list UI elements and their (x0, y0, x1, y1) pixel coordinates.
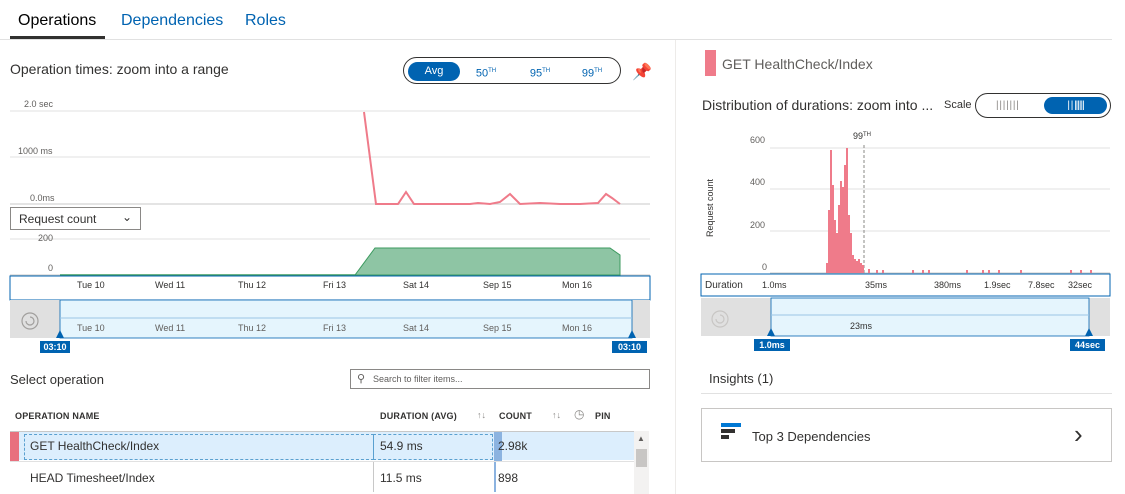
linear-scale-icon[interactable]: | | | | | | | (996, 100, 1019, 111)
pin-icon[interactable]: 📌 (632, 64, 652, 81)
operation-times-chart: 2.0 sec 1000 ms 0.0ms 200 0 Tue 10 Wed 1… (9, 99, 651, 339)
tab-roles[interactable]: Roles (245, 12, 286, 29)
operation-count: 2.98k (498, 439, 528, 453)
insight-card-label: Top 3 Dependencies (752, 429, 871, 444)
chevron-down-icon: ⌄ (121, 210, 132, 224)
svg-text:1.0ms: 1.0ms (762, 280, 787, 290)
percentile-99-button[interactable]: 99TH (581, 67, 603, 80)
header-count[interactable]: COUNT (499, 411, 532, 421)
x-label-sat: Sat 14 (403, 280, 429, 290)
sort-icon[interactable]: ↑↓ (477, 410, 486, 420)
panel-divider (675, 40, 676, 494)
duration-start-handle (767, 328, 775, 336)
percentile-avg-button[interactable]: Avg (408, 62, 460, 81)
reset-zoom-icon (21, 312, 39, 330)
x-label-mon: Mon 16 (562, 280, 592, 290)
insights-title: Insights (1) (709, 371, 774, 386)
operation-name: GET HealthCheck/Index (30, 439, 160, 453)
duration-end-badge[interactable]: 44sec (1070, 339, 1105, 351)
svg-text:200: 200 (750, 220, 765, 230)
svg-text:Tue 10: Tue 10 (77, 323, 105, 333)
operation-name: HEAD Timesheet/Index (30, 471, 155, 485)
count-bar (494, 432, 502, 461)
request-count-area (60, 247, 621, 276)
duration-range-selection (770, 297, 1090, 337)
x-label-wed: Wed 11 (155, 280, 185, 290)
sort-icon[interactable]: ↑↓ (552, 410, 561, 420)
range-end-handle (628, 330, 636, 338)
y-axis-label: Request count (705, 178, 715, 237)
x-label-thu: Thu 12 (238, 280, 266, 290)
svg-text:32sec: 32sec (1068, 280, 1093, 290)
search-input[interactable]: ⚲ Search to filter items... (350, 369, 650, 389)
search-icon: ⚲ (357, 373, 366, 385)
count-y-label-0: 0 (48, 263, 53, 273)
active-tab-indicator (10, 36, 105, 39)
table-row[interactable]: GET HealthCheck/Index 54.9 ms 2.98k (10, 431, 634, 461)
operation-color-swatch (705, 50, 716, 76)
header-operation-name[interactable]: OPERATION NAME (15, 411, 100, 421)
y-label-2sec: 2.0 sec (24, 99, 54, 109)
distribution-chart: 600 400 200 0 Request count 99TH (700, 131, 1111, 337)
histogram-bars (826, 148, 1092, 273)
tab-dependencies[interactable]: Dependencies (121, 12, 224, 29)
duration-line (363, 111, 621, 206)
chevron-right-icon: › (1074, 419, 1083, 449)
header-duration[interactable]: DURATION (AVG) (380, 411, 457, 421)
svg-text:Mon 16: Mon 16 (562, 323, 592, 333)
duration-start-badge[interactable]: 1.0ms (754, 339, 790, 351)
operation-duration: 54.9 ms (380, 439, 423, 453)
selected-operation-name: GET HealthCheck/Index (722, 56, 873, 72)
svg-text:Wed 11: Wed 11 (155, 323, 185, 333)
count-y-label-200: 200 (38, 233, 53, 243)
operation-times-title: Operation times: zoom into a range (10, 61, 229, 77)
percentile-selector: Avg 50TH 95TH 99TH (403, 57, 621, 84)
y-label-0ms: 0.0ms (30, 193, 55, 203)
svg-text:400: 400 (750, 177, 765, 187)
scale-label: Scale (944, 99, 972, 111)
history-icon: ◷ (574, 407, 585, 421)
operation-duration: 11.5 ms (380, 471, 422, 485)
table-row[interactable]: HEAD Timesheet/Index 11.5 ms 898 (10, 461, 634, 492)
x-label-sep15: Sep 15 (483, 280, 512, 290)
svg-text:Fri 13: Fri 13 (323, 323, 346, 333)
tab-operations[interactable]: Operations (18, 12, 97, 29)
table-scrollbar[interactable]: ▲ (634, 431, 649, 494)
distribution-title: Distribution of durations: zoom into ... (702, 97, 934, 113)
svg-text:1.9sec: 1.9sec (984, 280, 1011, 290)
svg-text:380ms: 380ms (934, 280, 962, 290)
range-start-badge[interactable]: 03:10 (40, 341, 70, 353)
svg-text:Sat 14: Sat 14 (403, 323, 429, 333)
header-pin[interactable]: PIN (595, 411, 611, 421)
svg-text:Thu 12: Thu 12 (238, 323, 266, 333)
metric-dropdown[interactable]: Request count ⌄ (10, 207, 141, 230)
svg-text:0: 0 (762, 262, 767, 272)
svg-text:7.8sec: 7.8sec (1028, 280, 1055, 290)
duration-end-handle (1085, 328, 1093, 336)
log-scale-icon[interactable]: | | |||||| (1044, 97, 1107, 114)
insight-card-top-dependencies[interactable]: Top 3 Dependencies › (701, 408, 1112, 462)
scale-toggle[interactable]: | | | | | | | | | |||||| (975, 93, 1111, 118)
row-color-indicator (10, 432, 19, 461)
tab-bar: Operations Dependencies Roles (0, 0, 1112, 40)
duration-label: Duration (705, 280, 743, 291)
range-brush-selection (59, 299, 633, 339)
svg-text:Sep 15: Sep 15 (483, 323, 512, 333)
range-start-handle (56, 330, 64, 338)
percentile-95-button[interactable]: 95TH (529, 67, 551, 80)
p99-marker-label: 99TH (853, 131, 871, 141)
operation-count: 898 (498, 471, 519, 485)
svg-text:600: 600 (750, 135, 765, 145)
y-label-1000ms: 1000 ms (18, 146, 53, 156)
reset-zoom-icon (711, 310, 729, 328)
range-mid-label: 23ms (850, 321, 873, 331)
svg-text:35ms: 35ms (865, 280, 888, 290)
x-label-tue: Tue 10 (77, 280, 105, 290)
percentile-50-button[interactable]: 50TH (475, 67, 497, 80)
select-operation-label: Select operation (10, 372, 104, 387)
x-label-fri: Fri 13 (323, 280, 346, 290)
range-end-badge[interactable]: 03:10 (612, 341, 647, 353)
dependencies-icon (721, 423, 741, 439)
